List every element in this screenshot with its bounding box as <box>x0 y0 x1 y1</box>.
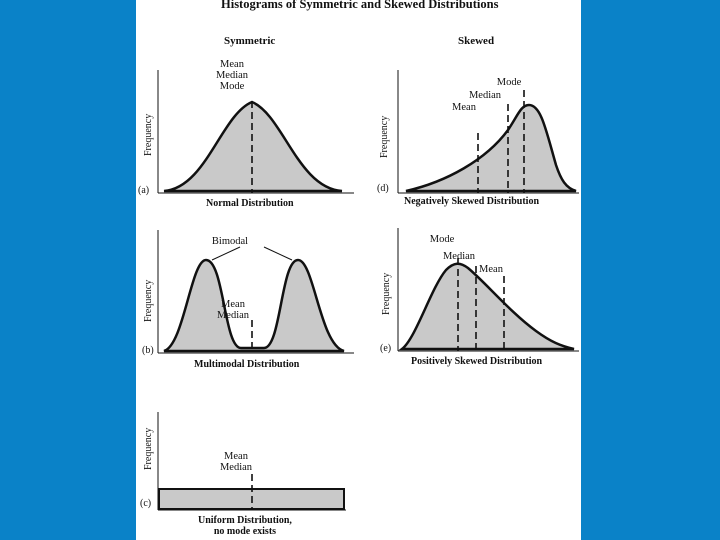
normal-caption: Normal Distribution <box>206 198 294 209</box>
multimodal-distribution-plot <box>157 230 354 354</box>
negatively-skewed-curve <box>405 103 577 193</box>
normal-curve <box>163 100 343 193</box>
median-label: Median <box>219 462 253 474</box>
positively-skewed-plot <box>397 228 579 352</box>
y-axis-label-a: Frequency <box>143 113 154 156</box>
median-label: Median <box>442 251 476 262</box>
left-peak-arrow <box>211 246 241 261</box>
mean-label: Mean <box>479 264 503 275</box>
normal-center-label: Mean Median Mode <box>216 59 248 92</box>
panel-tag-d: (d) <box>377 183 389 194</box>
panel-tag-e: (e) <box>380 343 392 354</box>
negatively-skewed-caption: Negatively Skewed Distribution <box>404 196 539 207</box>
mean-label: Mean <box>452 102 476 113</box>
uniform-distribution-plot <box>157 412 346 511</box>
multimodal-center-label: Mean Median <box>217 299 249 321</box>
median-label: Median <box>468 90 502 101</box>
panel-tag-a: (a) <box>138 185 150 196</box>
normal-distribution-plot <box>157 70 354 194</box>
positively-skewed-curve <box>398 262 575 351</box>
median-label: Median <box>215 70 249 82</box>
symmetric-column-heading: Symmetric <box>224 35 276 47</box>
mean-label: Mean <box>224 451 248 462</box>
y-axis-label-d: Frequency <box>379 115 390 158</box>
positively-skewed-caption: Positively Skewed Distribution <box>411 356 543 367</box>
mode-label: Mode <box>219 81 245 93</box>
y-axis-label-c: Frequency <box>143 427 154 470</box>
figure-page: Histograms of Symmetric and Skewed Distr… <box>136 0 581 540</box>
panel-tag-c: (c) <box>140 498 152 509</box>
multimodal-caption: Multimodal Distribution <box>194 359 300 370</box>
uniform-center-label: Mean Median <box>220 451 252 473</box>
uniform-caption-line-1: Uniform Distribution, <box>198 515 292 526</box>
mean-label: Mean <box>220 59 244 70</box>
median-label: Median <box>216 310 250 322</box>
skewed-column-heading: Skewed <box>458 35 495 47</box>
uniform-caption: Uniform Distribution, no mode exists <box>198 515 292 537</box>
bimodal-curve <box>163 258 345 353</box>
mean-label: Mean <box>221 299 245 310</box>
bimodal-label: Bimodal <box>211 236 249 247</box>
y-axis-label-b: Frequency <box>143 279 154 322</box>
y-axis-label-e: Frequency <box>381 272 392 315</box>
uniform-caption-line-2: no mode exists <box>213 526 277 537</box>
negatively-skewed-plot <box>397 70 579 194</box>
panel-tag-b: (b) <box>142 345 154 356</box>
mode-label: Mode <box>496 77 522 88</box>
right-peak-arrow <box>263 246 293 261</box>
figure-title: Histograms of Symmetric and Skewed Distr… <box>221 0 499 11</box>
mode-label: Mode <box>429 234 455 245</box>
